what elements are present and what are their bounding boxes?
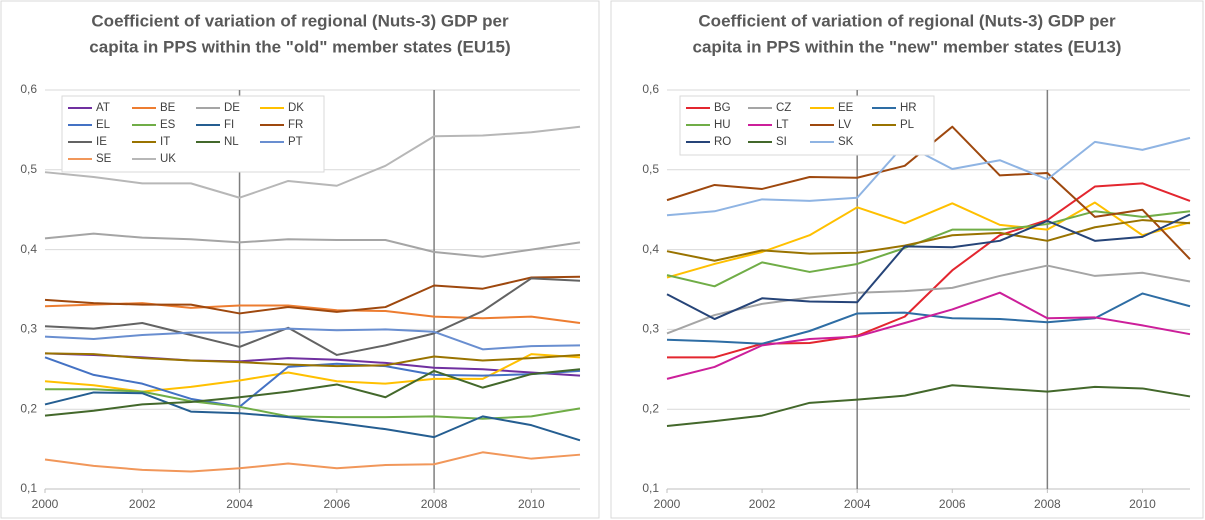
y-tick-label: 0,4 [20, 242, 37, 256]
series-line [666, 136, 1191, 217]
chart-title: Coefficient of variation of regional (Nu… [91, 11, 509, 30]
series-line [667, 182, 1191, 359]
x-tick-label: 2004 [844, 497, 871, 511]
x-tick-label: 2006 [323, 497, 350, 511]
x-tick-label: 2000 [32, 497, 59, 511]
chart-panel: Coefficient of variation of regional (Nu… [642, 11, 1191, 511]
legend-label: SI [776, 136, 787, 148]
series-line [666, 384, 1191, 427]
x-tick-label: 2004 [226, 497, 253, 511]
series-line [666, 219, 1191, 262]
x-tick-label: 2002 [129, 497, 156, 511]
legend-label: PL [900, 119, 915, 131]
x-tick-label: 2008 [1034, 497, 1061, 511]
legend-label: IE [96, 136, 107, 148]
series-line [666, 213, 1191, 321]
x-tick-label: 2000 [654, 497, 681, 511]
chart-title: Coefficient of variation of regional (Nu… [698, 11, 1116, 30]
y-tick-label: 0,6 [642, 82, 659, 96]
legend-label: PT [288, 136, 303, 148]
series-line [666, 201, 1191, 279]
series-line [44, 232, 581, 258]
series-line [44, 277, 581, 356]
legend-label: FI [224, 119, 234, 131]
legend-label: CZ [776, 102, 791, 114]
series-line [666, 264, 1191, 335]
y-tick-label: 0,1 [20, 481, 37, 495]
legend-label: BE [160, 102, 176, 114]
y-tick-label: 0,3 [642, 322, 659, 336]
legend-label: SE [96, 153, 112, 165]
y-tick-label: 0,5 [20, 162, 37, 176]
legend-label: FR [288, 119, 303, 131]
series-line [666, 291, 1191, 380]
chart-title: capita in PPS within the "old" member st… [89, 37, 510, 56]
x-tick-label: 2006 [939, 497, 966, 511]
x-tick-label: 2010 [518, 497, 545, 511]
series-line [44, 327, 581, 351]
y-tick-label: 0,5 [642, 162, 659, 176]
legend-label: LT [776, 119, 789, 131]
chart-panel: Coefficient of variation of regional (Nu… [20, 11, 581, 511]
x-tick-label: 2010 [1129, 497, 1156, 511]
legend-label: HU [714, 119, 731, 131]
series-line [44, 275, 581, 315]
legend-label: SK [838, 136, 854, 148]
series-line [44, 391, 581, 442]
legend-label: EE [838, 102, 854, 114]
legend-label: NL [224, 136, 239, 148]
legend-label: BG [714, 102, 731, 114]
series-line [44, 368, 581, 417]
y-tick-label: 0,4 [642, 242, 659, 256]
y-tick-label: 0,2 [20, 401, 37, 415]
chart-title: capita in PPS within the "new" member st… [693, 37, 1122, 56]
series-line [666, 210, 1191, 288]
y-tick-label: 0,2 [642, 401, 659, 415]
legend-label: AT [96, 102, 110, 114]
x-tick-label: 2002 [749, 497, 776, 511]
legend-label: DE [224, 102, 240, 114]
y-tick-label: 0,1 [642, 481, 659, 495]
legend-label: EL [96, 119, 111, 131]
panel-frame [610, 0, 1204, 519]
y-tick-label: 0,3 [20, 322, 37, 336]
legend-label: UK [160, 153, 176, 165]
legend-label: LV [838, 119, 852, 131]
legend-label: HR [900, 102, 917, 114]
legend-label: IT [160, 136, 170, 148]
legend-label: ES [160, 119, 176, 131]
x-tick-label: 2008 [421, 497, 448, 511]
legend-label: DK [288, 102, 304, 114]
series-line [44, 302, 581, 325]
series-line [44, 352, 581, 368]
legend-label: RO [714, 136, 731, 148]
panel-frame [0, 0, 600, 519]
series-line [44, 451, 581, 473]
series-line [44, 125, 581, 199]
y-tick-label: 0,6 [20, 82, 37, 96]
